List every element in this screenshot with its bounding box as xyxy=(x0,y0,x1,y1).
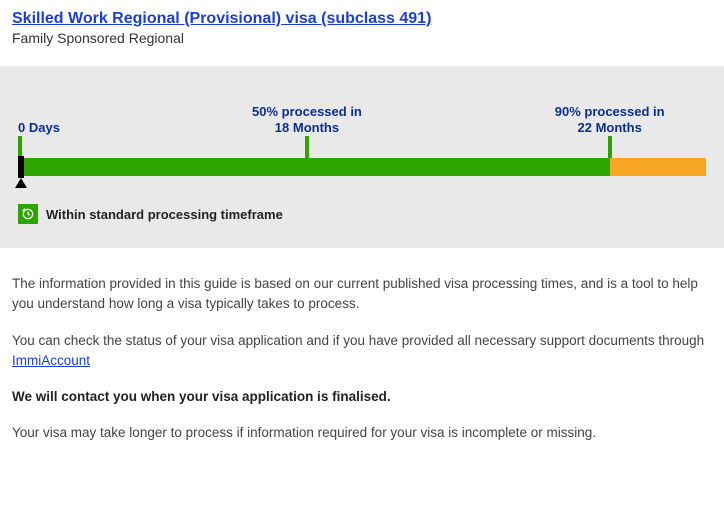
immiaccount-link[interactable]: ImmiAccount xyxy=(12,353,90,368)
info-para-1: The information provided in this guide i… xyxy=(12,274,712,315)
mid-line2: 18 Months xyxy=(275,120,339,135)
timeline-start-label: 0 Days xyxy=(18,120,60,136)
timeline-mid-label: 50% processed in 18 Months xyxy=(252,104,362,137)
timeline-end-label: 90% processed in 22 Months xyxy=(555,104,665,137)
progress-bar-green xyxy=(18,158,610,176)
end-line2: 22 Months xyxy=(578,120,642,135)
visa-subtitle: Family Sponsored Regional xyxy=(12,30,712,46)
status-text: Within standard processing timeframe xyxy=(46,207,283,222)
timeline-track xyxy=(18,136,706,186)
timeline-labels: 0 Days 50% processed in 18 Months 90% pr… xyxy=(18,90,706,136)
header: Skilled Work Regional (Provisional) visa… xyxy=(0,0,724,66)
para2-text: You can check the status of your visa ap… xyxy=(12,333,704,348)
end-line1: 90% processed in xyxy=(555,104,665,119)
mid-line1: 50% processed in xyxy=(252,104,362,119)
content: The information provided in this guide i… xyxy=(0,248,724,480)
info-para-3: We will contact you when your visa appli… xyxy=(12,387,712,407)
current-marker-arrow-icon xyxy=(15,178,27,188)
clock-icon xyxy=(18,204,38,224)
info-para-4: Your visa may take longer to process if … xyxy=(12,423,712,443)
info-para-2: You can check the status of your visa ap… xyxy=(12,331,712,372)
visa-title-link[interactable]: Skilled Work Regional (Provisional) visa… xyxy=(12,10,431,27)
current-marker xyxy=(18,156,24,178)
status-row: Within standard processing timeframe xyxy=(18,204,706,224)
timeline-section: 0 Days 50% processed in 18 Months 90% pr… xyxy=(0,66,724,248)
